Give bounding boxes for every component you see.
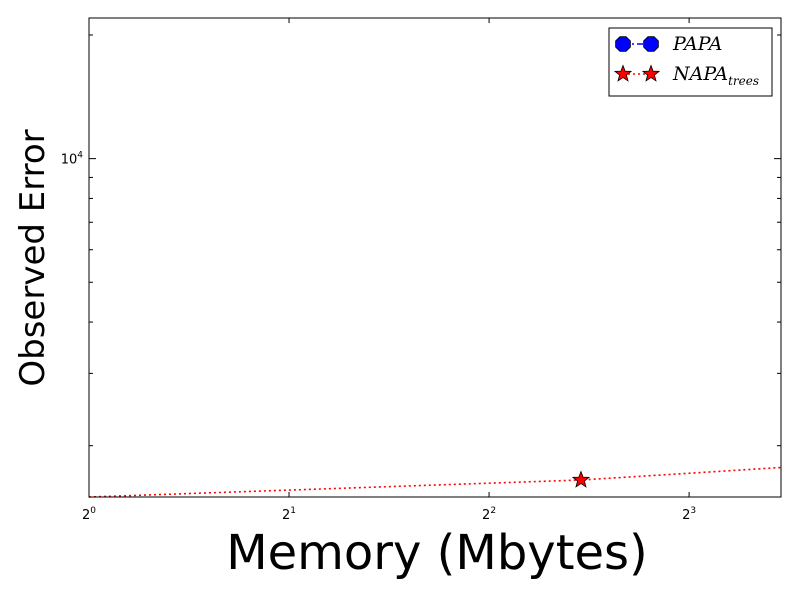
legend-marker	[641, 64, 661, 82]
y-tick-label: 104	[61, 151, 84, 168]
x-tick-label: 23	[682, 506, 696, 523]
series-point-napa	[571, 470, 591, 488]
x-tick-label: 22	[482, 506, 496, 523]
plot-area	[89, 18, 781, 497]
legend-label: NAPAtrees	[672, 63, 759, 88]
legend-box	[608, 27, 773, 97]
legend: PAPA NAPAtrees	[608, 27, 773, 97]
x-tick-label: 20	[82, 506, 96, 523]
x-tick-label: 21	[282, 506, 296, 523]
plot-frame	[88, 17, 782, 498]
legend-marker	[615, 36, 631, 52]
legend-marker	[613, 64, 633, 82]
legend-marker	[643, 36, 659, 52]
y-axis-title: Observed Error	[13, 129, 53, 386]
legend-label: PAPA	[672, 33, 723, 55]
series-layer	[88, 466, 782, 498]
x-axis-title: Memory (Mbytes)	[226, 525, 648, 581]
series-line-napa	[88, 466, 782, 498]
